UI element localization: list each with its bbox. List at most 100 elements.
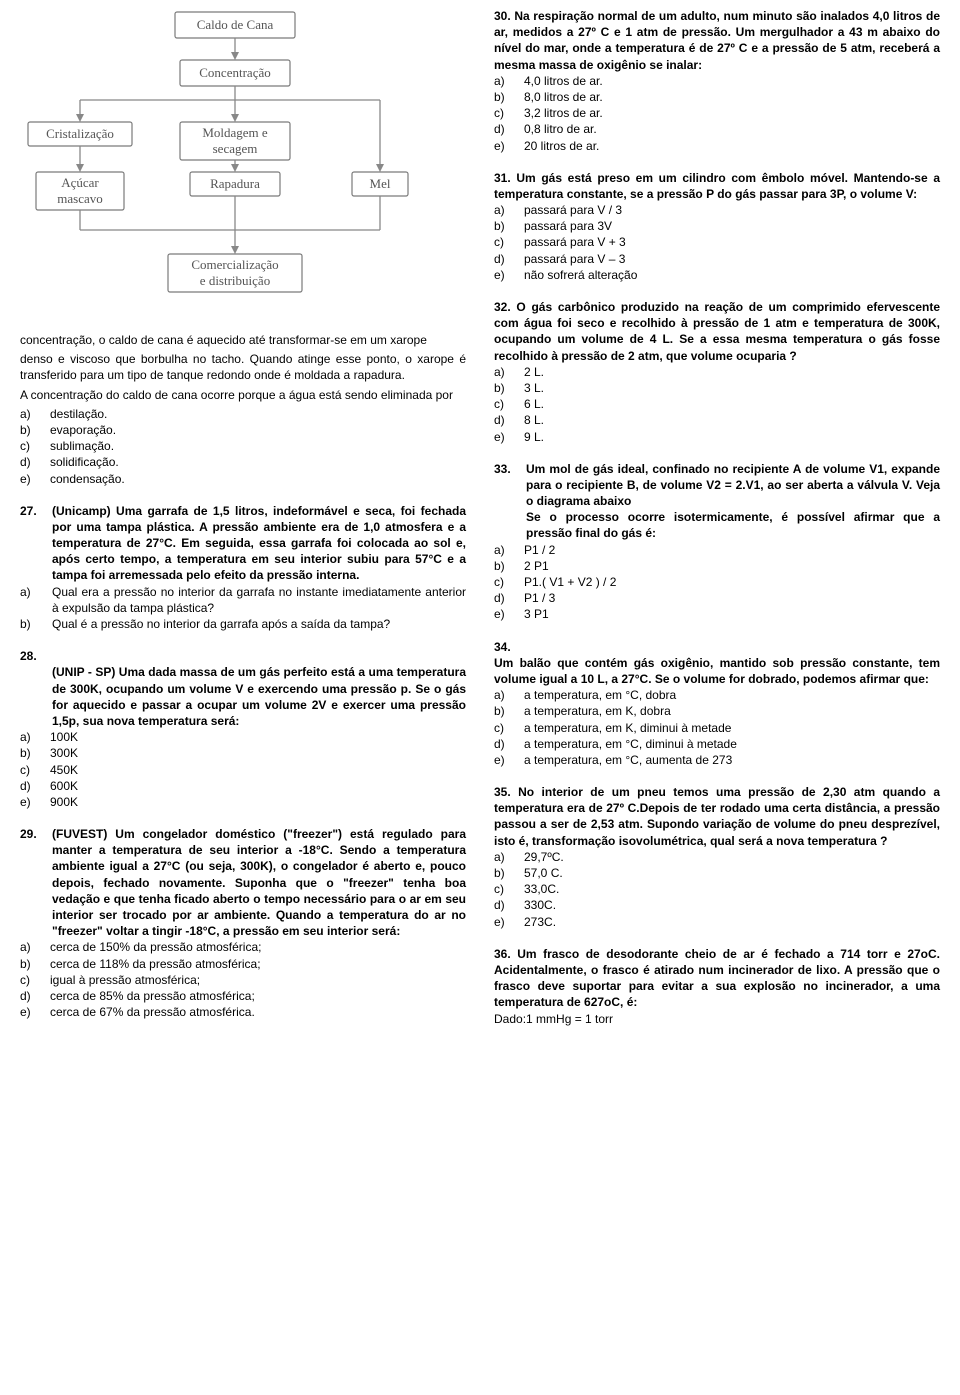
q29-stem: (FUVEST) Um congelador doméstico ("freez… bbox=[52, 826, 466, 939]
option-text: 3 L. bbox=[524, 380, 544, 396]
q34-stem: Um balão que contém gás oxigênio, mantid… bbox=[494, 655, 940, 687]
q27-number: 27. bbox=[20, 503, 42, 584]
option-text: passará para 3V bbox=[524, 218, 612, 234]
option-text: 3,2 litros de ar. bbox=[524, 105, 603, 121]
option-text: 8,0 litros de ar. bbox=[524, 89, 603, 105]
option-text: cerca de 150% da pressão atmosférica; bbox=[50, 939, 261, 955]
box-comerc-l2: e distribuição bbox=[200, 273, 270, 288]
option-text: 600K bbox=[50, 778, 78, 794]
option-label: d) bbox=[494, 897, 512, 913]
option-label: c) bbox=[494, 881, 512, 897]
intro-paragraph-2: denso e viscoso que borbulha no tacho. Q… bbox=[20, 351, 466, 383]
option-text: 4,0 litros de ar. bbox=[524, 73, 603, 89]
option-label: d) bbox=[494, 590, 512, 606]
question-33: 33. Um mol de gás ideal, confinado no re… bbox=[494, 461, 940, 623]
option-label: d) bbox=[20, 778, 38, 794]
option-label: c) bbox=[20, 438, 38, 454]
option-text: 0,8 litro de ar. bbox=[524, 121, 597, 137]
q36-stem: 36. Um frasco de desodorante cheio de ar… bbox=[494, 946, 940, 1011]
option-text: 900K bbox=[50, 794, 78, 810]
option-label: c) bbox=[494, 720, 512, 736]
q33-stem: Um mol de gás ideal, confinado no recipi… bbox=[526, 461, 940, 510]
q28-stem: (UNIP - SP) Uma dada massa de um gás per… bbox=[20, 664, 466, 729]
box-cristalizacao: Cristalização bbox=[46, 126, 114, 141]
option-text: cerca de 85% da pressão atmosférica; bbox=[50, 988, 255, 1004]
q26-options: a)destilação. b)evaporação. c)sublimação… bbox=[20, 406, 466, 487]
option-text: evaporação. bbox=[50, 422, 116, 438]
box-acucar-l1: Açúcar bbox=[61, 175, 99, 190]
option-text: 6 L. bbox=[524, 396, 544, 412]
option-text: 8 L. bbox=[524, 412, 544, 428]
option-label: b) bbox=[20, 616, 42, 632]
option-label: c) bbox=[494, 574, 512, 590]
option-label: b) bbox=[494, 865, 512, 881]
option-text: P1 / 2 bbox=[524, 542, 555, 558]
question-30: 30. Na respiração normal de um adulto, n… bbox=[494, 8, 940, 154]
option-label: b) bbox=[494, 703, 512, 719]
option-text: 273C. bbox=[524, 914, 556, 930]
option-label: c) bbox=[494, 396, 512, 412]
option-label: a) bbox=[20, 729, 38, 745]
box-mel: Mel bbox=[370, 176, 391, 191]
option-label: b) bbox=[20, 956, 38, 972]
question-35: 35. No interior de um pneu temos uma pre… bbox=[494, 784, 940, 930]
option-label: d) bbox=[20, 988, 38, 1004]
option-label: e) bbox=[494, 752, 512, 768]
question-31: 31. Um gás está preso em um cilindro com… bbox=[494, 170, 940, 283]
option-label: c) bbox=[494, 105, 512, 121]
option-label: b) bbox=[494, 380, 512, 396]
option-label: e) bbox=[494, 606, 512, 622]
option-label: e) bbox=[20, 1004, 38, 1020]
option-text: passará para V / 3 bbox=[524, 202, 622, 218]
question-29: 29. (FUVEST) Um congelador doméstico ("f… bbox=[20, 826, 466, 1020]
option-label: c) bbox=[20, 762, 38, 778]
box-caldo-de-cana: Caldo de Cana bbox=[197, 17, 274, 32]
option-label: a) bbox=[20, 406, 38, 422]
option-text: a temperatura, em °C, diminui à metade bbox=[524, 736, 737, 752]
option-text: 3 P1 bbox=[524, 606, 549, 622]
box-moldagem-l2: secagem bbox=[213, 141, 258, 156]
option-text: sublimação. bbox=[50, 438, 114, 454]
box-comerc-l1: Comercialização bbox=[191, 257, 278, 272]
right-column: 30. Na respiração normal de um adulto, n… bbox=[494, 8, 940, 1043]
option-text: 450K bbox=[50, 762, 78, 778]
question-36: 36. Um frasco de desodorante cheio de ar… bbox=[494, 946, 940, 1027]
option-text: cerca de 67% da pressão atmosférica. bbox=[50, 1004, 255, 1020]
option-label: d) bbox=[494, 412, 512, 428]
intro-paragraph-1: concentração, o caldo de cana é aquecido… bbox=[20, 332, 466, 348]
question-34: 34. Um balão que contém gás oxigênio, ma… bbox=[494, 639, 940, 769]
q31-stem: 31. Um gás está preso em um cilindro com… bbox=[494, 170, 940, 202]
option-text: destilação. bbox=[50, 406, 107, 422]
q27-part-b: Qual é a pressão no interior da garrafa … bbox=[52, 616, 466, 632]
option-text: 2 L. bbox=[524, 364, 544, 380]
option-label: b) bbox=[494, 218, 512, 234]
option-label: a) bbox=[494, 364, 512, 380]
q30-stem: 30. Na respiração normal de um adulto, n… bbox=[494, 8, 940, 73]
option-text: 300K bbox=[50, 745, 78, 761]
option-label: a) bbox=[20, 584, 42, 616]
option-text: 100K bbox=[50, 729, 78, 745]
q28-number: 28. bbox=[20, 648, 466, 664]
option-text: passará para V – 3 bbox=[524, 251, 625, 267]
option-label: a) bbox=[20, 939, 38, 955]
option-text: 20 litros de ar. bbox=[524, 138, 599, 154]
q33-number: 33. bbox=[494, 461, 516, 510]
option-label: a) bbox=[494, 542, 512, 558]
question-32: 32. O gás carbônico produzido na reação … bbox=[494, 299, 940, 445]
question-28: 28. (UNIP - SP) Uma dada massa de um gás… bbox=[20, 648, 466, 810]
q35-stem: 35. No interior de um pneu temos uma pre… bbox=[494, 784, 940, 849]
option-text: 9 L. bbox=[524, 429, 544, 445]
option-label: a) bbox=[494, 849, 512, 865]
q33-stem-2: Se o processo ocorre isotermicamente, é … bbox=[494, 509, 940, 541]
option-text: 2 P1 bbox=[524, 558, 549, 574]
option-label: a) bbox=[494, 73, 512, 89]
page: Caldo de Cana Concentração Cristalização bbox=[20, 8, 940, 1043]
option-text: a temperatura, em K, diminui à metade bbox=[524, 720, 731, 736]
q32-stem: 32. O gás carbônico produzido na reação … bbox=[494, 299, 940, 364]
option-text: 57,0 C. bbox=[524, 865, 563, 881]
option-label: a) bbox=[494, 202, 512, 218]
option-text: condensação. bbox=[50, 471, 125, 487]
option-text: P1 / 3 bbox=[524, 590, 555, 606]
q29-number: 29. bbox=[20, 826, 42, 939]
box-acucar-l2: mascavo bbox=[57, 191, 102, 206]
